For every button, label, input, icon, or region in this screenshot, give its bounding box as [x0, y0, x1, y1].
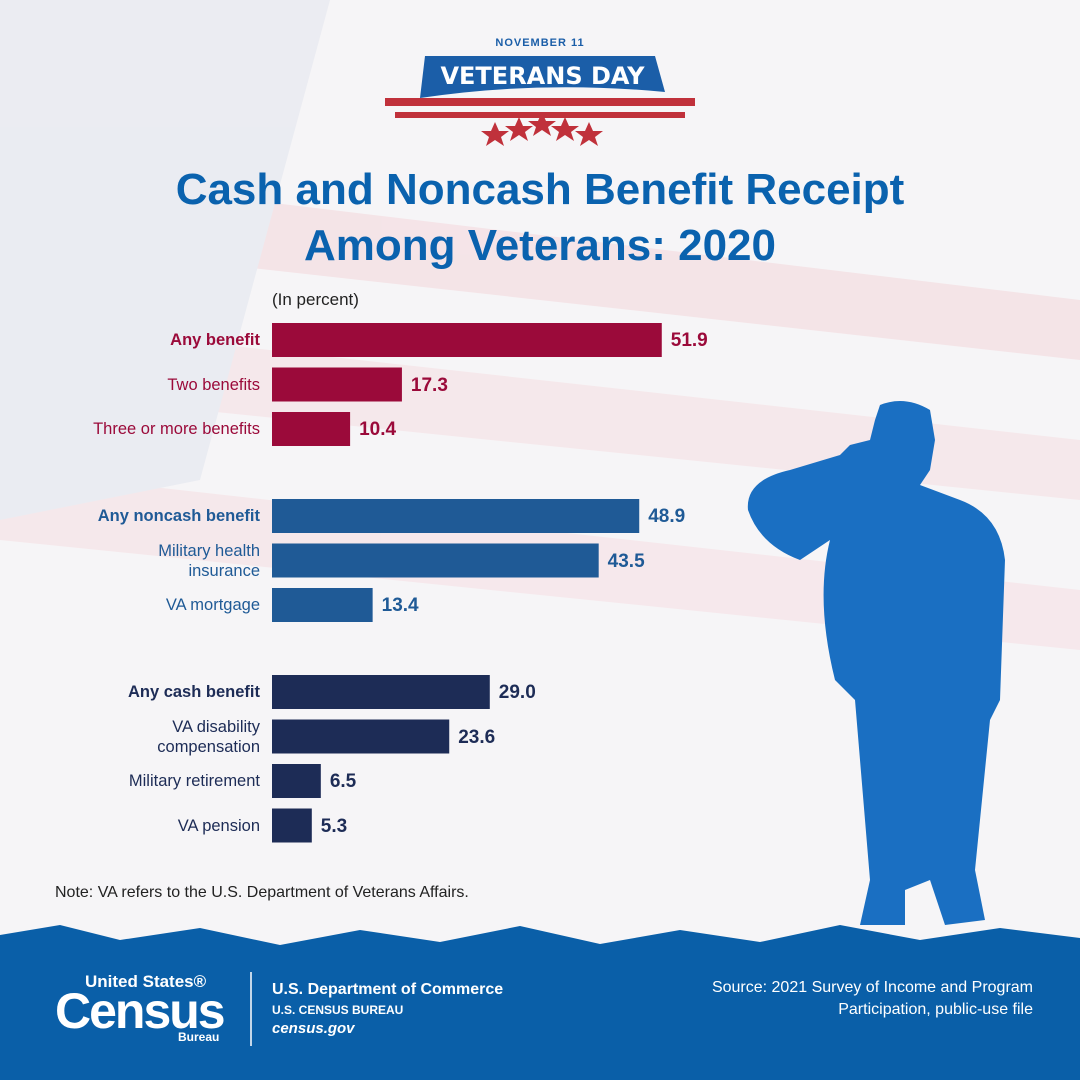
- category-label: Any benefit: [170, 331, 260, 349]
- chart-title: Cash and Noncash Benefit Receipt Among V…: [175, 165, 905, 270]
- category-label: VA mortgage: [165, 596, 260, 614]
- value-label: 48.9: [648, 506, 686, 527]
- soldier-silhouette: [747, 401, 1005, 925]
- bar: [272, 323, 662, 357]
- value-label: 5.3: [320, 815, 348, 837]
- category-label: VA pension: [177, 816, 260, 835]
- value-label: 6.5: [329, 771, 357, 792]
- category-label: Military retirement: [128, 772, 260, 790]
- category-label: Any cash benefit: [127, 683, 260, 701]
- bar: [272, 588, 373, 622]
- logo-top: United States®: [85, 972, 207, 991]
- bureau: U.S. CENSUS BUREAU: [272, 1003, 404, 1017]
- chart-subtitle: (In percent): [272, 290, 359, 309]
- bar: [272, 764, 321, 798]
- category-label: VA disability compensation: [157, 717, 260, 756]
- bar: [272, 808, 312, 843]
- category-label: Two benefits: [167, 375, 260, 394]
- value-label: 29.0: [498, 682, 536, 703]
- logo-main: Census: [55, 983, 226, 1039]
- bar: [272, 367, 402, 402]
- category-label: Three or more benefits: [93, 420, 260, 438]
- value-label: 17.3: [410, 374, 448, 396]
- banner: [385, 56, 695, 146]
- logo-bottom: Bureau: [178, 1030, 220, 1044]
- bar: [272, 543, 599, 578]
- banner-text: VETERANS DAY: [440, 62, 645, 90]
- value-label: 23.6: [458, 726, 496, 748]
- banner-date: NOVEMBER 11: [495, 37, 585, 49]
- source: Source: 2021 Survey of Income and Progra…: [711, 979, 1033, 1018]
- bar: [272, 675, 490, 709]
- footer-band: [0, 925, 1080, 1080]
- bar: [272, 499, 640, 533]
- bar: [272, 412, 351, 446]
- value-label: 13.4: [381, 595, 419, 616]
- category-label: Military health insurance: [158, 541, 260, 580]
- category-label: Any noncash benefit: [97, 507, 260, 525]
- note: Note: VA refers to the U.S. Department o…: [55, 884, 469, 901]
- department: U.S. Department of Commerce: [272, 981, 504, 998]
- value-label: 43.5: [607, 550, 645, 572]
- bar: [272, 719, 450, 754]
- value-label: 51.9: [670, 330, 708, 351]
- website[interactable]: census.gov: [272, 1020, 355, 1037]
- value-label: 10.4: [359, 419, 397, 440]
